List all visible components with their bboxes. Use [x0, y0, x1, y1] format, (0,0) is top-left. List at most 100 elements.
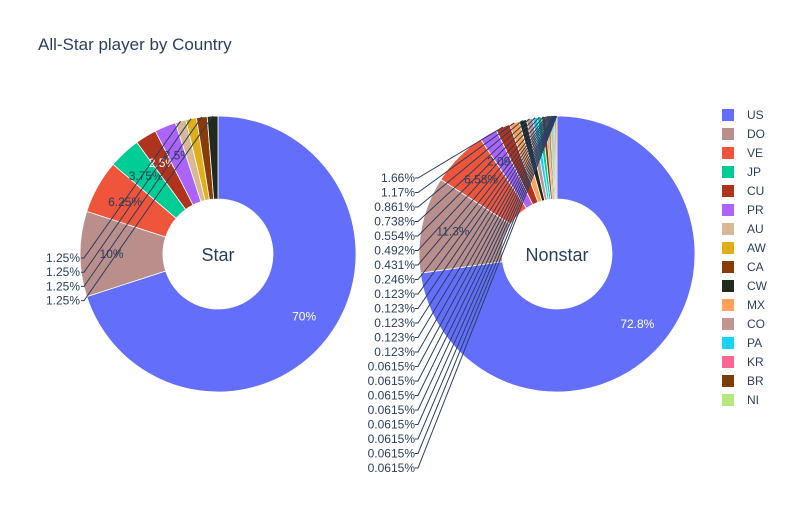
- legend-swatch-aw: [722, 242, 734, 254]
- legend-item-pr[interactable]: PR: [722, 203, 764, 217]
- slice-label-nonstar-18: 0.0615%: [368, 374, 416, 388]
- leader-line-nonstar-17: [415, 115, 554, 367]
- slice-label-nonstar-1: 11.3%: [436, 224, 469, 238]
- legend-swatch-jp: [722, 166, 734, 178]
- leader-line-nonstar-7: [415, 118, 530, 222]
- legend-label-co: CO: [747, 317, 765, 331]
- legend-item-br[interactable]: BR: [722, 374, 764, 388]
- legend-item-do[interactable]: DO: [722, 127, 765, 141]
- legend-swatch-ve: [722, 147, 734, 159]
- leader-line-nonstar-11: [415, 116, 547, 280]
- legend-item-ca[interactable]: CA: [722, 260, 764, 274]
- legend-swatch-br: [722, 375, 734, 387]
- slice-label-nonstar-15: 0.123%: [374, 331, 415, 345]
- legend-item-ve[interactable]: VE: [722, 146, 763, 160]
- leader-line-nonstar-9: [415, 116, 540, 251]
- legend-item-us[interactable]: US: [722, 108, 764, 122]
- slice-label-nonstar-19: 0.0615%: [368, 389, 416, 403]
- slice-label-star-7: 1.25%: [46, 265, 80, 279]
- legend-label-pr: PR: [747, 203, 764, 217]
- leader-line-nonstar-8: [415, 117, 536, 237]
- slice-label-nonstar-10: 0.431%: [374, 258, 415, 272]
- leader-line-star-9: [81, 115, 213, 302]
- legend-label-br: BR: [747, 374, 764, 388]
- legend-swatch-us: [722, 109, 734, 121]
- leader-line-nonstar-24: [415, 115, 558, 469]
- legend-swatch-co: [722, 318, 734, 330]
- leader-line-nonstar-23: [415, 115, 557, 454]
- slice-label-nonstar-14: 0.123%: [374, 316, 415, 330]
- legend-item-pa[interactable]: PA: [722, 336, 762, 350]
- legend-swatch-cw: [722, 280, 734, 292]
- slice-label-star-4: 2.5%: [149, 156, 177, 170]
- pies-group: 70%10%6.25%3.75%2.5%2.5%1.25%1.25%1.25%1…: [46, 115, 696, 475]
- leader-line-nonstar-6: [415, 119, 524, 208]
- slice-label-nonstar-20: 0.0615%: [368, 403, 416, 417]
- leader-line-star-8: [81, 116, 203, 287]
- pie-center-label-nonstar: Nonstar: [525, 245, 588, 265]
- legend-label-mx: MX: [747, 298, 765, 312]
- leader-line-nonstar-18: [415, 115, 554, 382]
- slice-label-star-3: 3.75%: [129, 169, 163, 183]
- slice-label-nonstar-5: 1.17%: [381, 186, 415, 200]
- slice-label-star-8: 1.25%: [46, 279, 80, 293]
- legend-swatch-au: [722, 223, 734, 235]
- legend-swatch-ni: [722, 394, 734, 406]
- slice-label-nonstar-7: 0.738%: [374, 215, 415, 229]
- leader-line-nonstar-22: [415, 115, 557, 440]
- legend-label-us: US: [747, 108, 764, 122]
- legend-swatch-mx: [722, 299, 734, 311]
- legend-item-kr[interactable]: KR: [722, 355, 764, 369]
- slice-label-star-1: 10%: [100, 247, 124, 261]
- slice-label-nonstar-24: 0.0615%: [368, 461, 416, 475]
- slice-label-nonstar-16: 0.123%: [374, 345, 415, 359]
- slice-label-nonstar-4: 1.66%: [381, 171, 415, 185]
- slice-label-nonstar-22: 0.0615%: [368, 432, 416, 446]
- leader-line-nonstar-19: [415, 115, 555, 396]
- legend-item-ni[interactable]: NI: [722, 393, 759, 407]
- slice-star-cw-9[interactable]: [206, 115, 219, 200]
- leader-line-star-7: [81, 118, 192, 273]
- slice-label-nonstar-9: 0.492%: [374, 244, 415, 258]
- slice-label-star-0: 70%: [292, 310, 316, 324]
- legend-label-aw: AW: [747, 241, 767, 255]
- legend-label-cw: CW: [747, 279, 768, 293]
- legend-label-do: DO: [747, 127, 765, 141]
- legend-label-au: AU: [747, 222, 764, 236]
- slice-label-star-6: 1.25%: [46, 251, 80, 265]
- pie-center-label-star: Star: [201, 245, 234, 265]
- legend-label-kr: KR: [747, 355, 764, 369]
- slice-label-nonstar-17: 0.0615%: [368, 360, 416, 374]
- leader-line-nonstar-13: [415, 115, 550, 309]
- slice-label-nonstar-2: 6.58%: [464, 172, 498, 186]
- legend-item-cw[interactable]: CW: [722, 279, 768, 293]
- leader-line-nonstar-14: [415, 115, 551, 324]
- legend-item-mx[interactable]: MX: [722, 298, 765, 312]
- leader-line-nonstar-4: [415, 126, 504, 179]
- slice-label-nonstar-11: 0.246%: [374, 273, 415, 287]
- legend-label-jp: JP: [747, 165, 761, 179]
- legend-label-cu: CU: [747, 184, 764, 198]
- legend-swatch-kr: [722, 356, 734, 368]
- leader-line-nonstar-20: [415, 115, 556, 411]
- legend-label-ni: NI: [747, 393, 759, 407]
- slice-star-us-0[interactable]: [86, 115, 357, 393]
- legend-item-jp[interactable]: JP: [722, 165, 761, 179]
- chart-title: All-Star player by Country: [38, 35, 232, 54]
- leader-line-nonstar-12: [415, 116, 549, 295]
- legend-item-au[interactable]: AU: [722, 222, 764, 236]
- slice-label-nonstar-12: 0.123%: [374, 287, 415, 301]
- legend-swatch-cu: [722, 185, 734, 197]
- slice-label-star-5: 2.5%: [164, 149, 192, 163]
- legend-item-cu[interactable]: CU: [722, 184, 764, 198]
- leader-line-nonstar-21: [415, 115, 556, 425]
- legend-label-ca: CA: [747, 260, 764, 274]
- slice-label-star-2: 6.25%: [108, 195, 142, 209]
- slice-nonstar-us-0[interactable]: [419, 115, 696, 393]
- leader-line-nonstar-5: [415, 122, 515, 193]
- legend-item-co[interactable]: CO: [722, 317, 765, 331]
- legend-item-aw[interactable]: AW: [722, 241, 767, 255]
- leader-line-star-6: [81, 120, 181, 259]
- leader-line-nonstar-16: [415, 115, 553, 353]
